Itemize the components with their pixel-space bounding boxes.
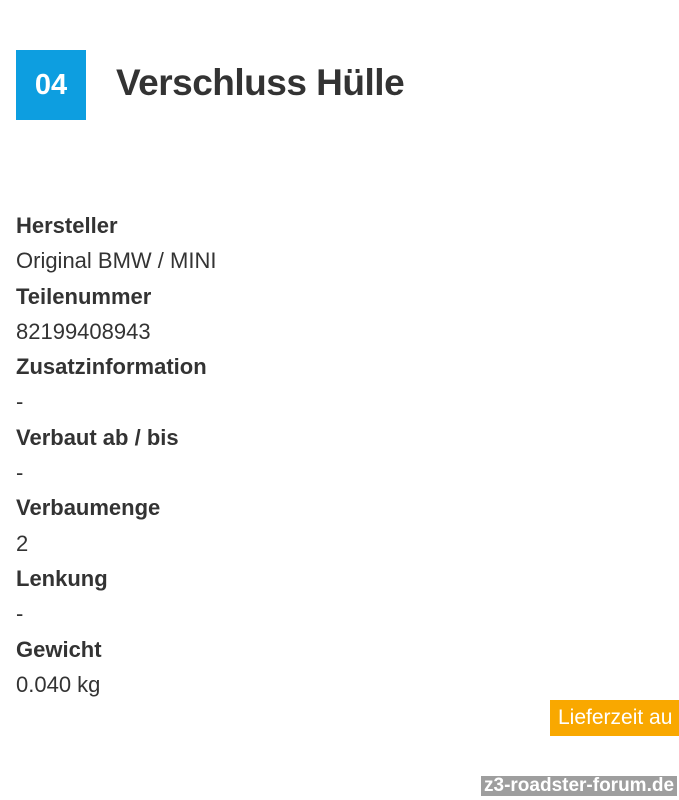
item-number-badge: 04 bbox=[16, 50, 86, 120]
spec-value-verbaut: - bbox=[16, 460, 24, 486]
spec-value-verbaumenge: 2 bbox=[16, 530, 29, 556]
spec-label-teilenummer: Teilenummer bbox=[16, 283, 152, 309]
page-title: Verschluss Hülle bbox=[116, 62, 405, 103]
spec-value-lenkung: - bbox=[16, 601, 24, 627]
spec-label-verbaut: Verbaut ab / bis bbox=[16, 424, 179, 450]
spec-label-hersteller: Hersteller bbox=[16, 213, 118, 238]
spec-value-teilenummer: 82199408943 bbox=[16, 318, 151, 344]
spec-list: Hersteller Original BMW / MINI Teilenumm… bbox=[16, 211, 216, 705]
delivery-time-badge: Lieferzeit au bbox=[550, 700, 679, 736]
spec-label-verbaumenge: Verbaumenge bbox=[16, 495, 161, 521]
spec-value-gewicht: 0.040 kg bbox=[16, 671, 101, 697]
spec-value-hersteller: Original BMW / MINI bbox=[16, 248, 217, 274]
spec-label-zusatzinformation: Zusatzinformation bbox=[16, 354, 207, 380]
spec-value-zusatzinformation: - bbox=[16, 389, 24, 415]
watermark: z3-roadster-forum.de bbox=[481, 776, 678, 796]
spec-label-gewicht: Gewicht bbox=[16, 636, 102, 662]
spec-label-lenkung: Lenkung bbox=[16, 565, 108, 591]
